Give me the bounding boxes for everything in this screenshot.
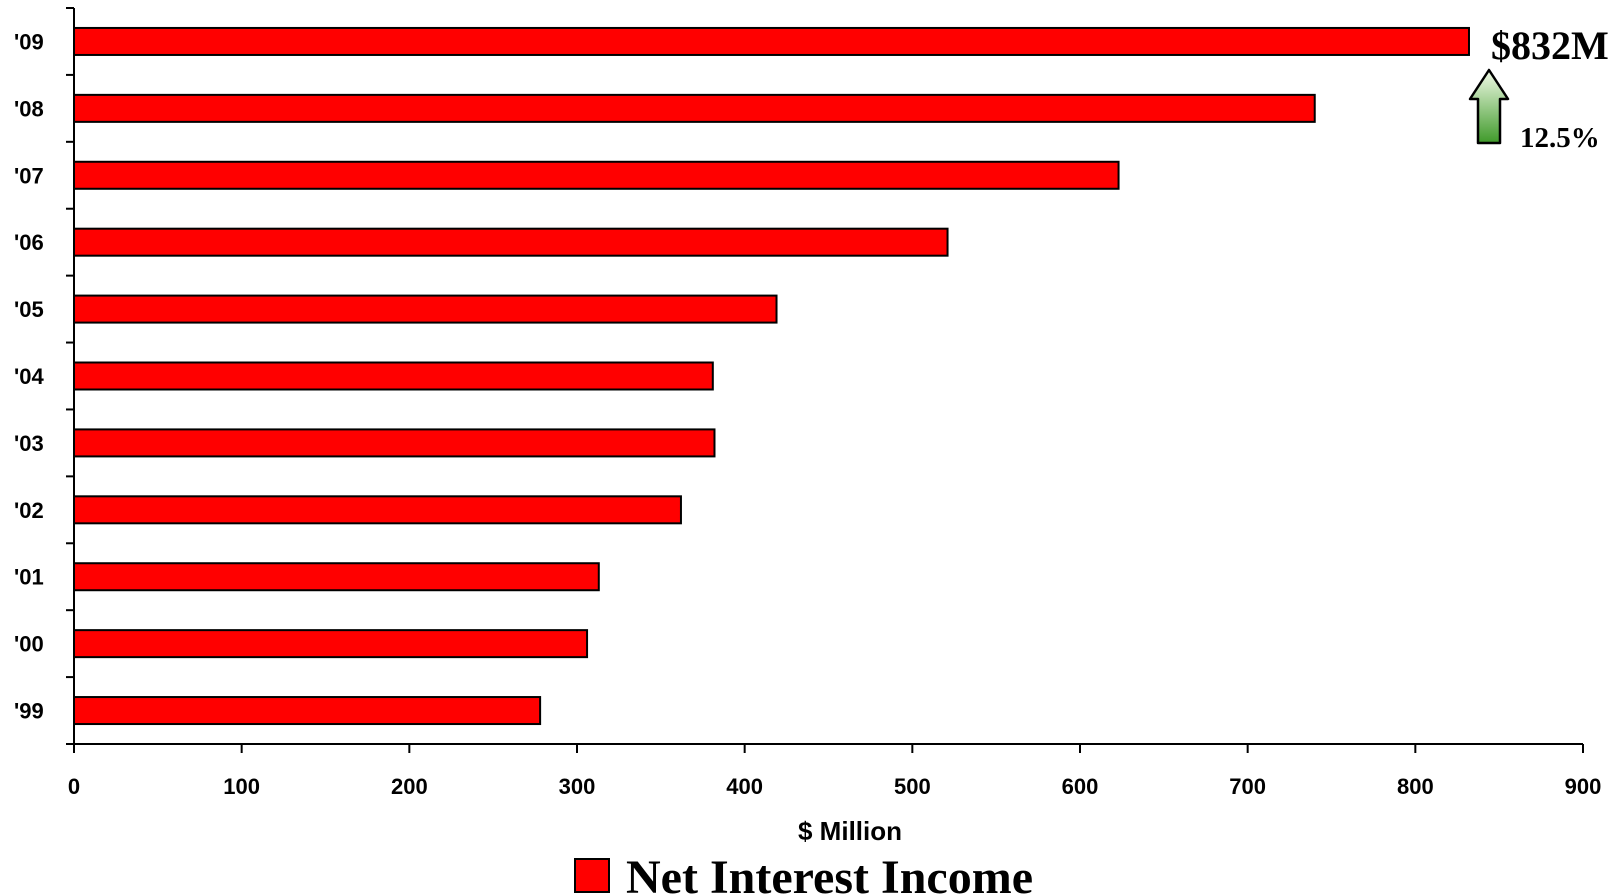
y-tick-label: '00 [14, 632, 44, 657]
legend-label: Net Interest Income [626, 851, 1033, 896]
y-tick-label: '99 [14, 699, 44, 724]
bar-99 [73, 696, 542, 726]
y-tick-label: '08 [14, 96, 44, 121]
y-tick-label: '06 [14, 230, 44, 255]
legend: Net Interest Income [574, 851, 1033, 896]
up-arrow-icon [1468, 68, 1510, 145]
bar-02 [73, 495, 682, 525]
bar-00 [73, 629, 589, 659]
y-axis-ticks [66, 7, 74, 745]
y-tick-label: '02 [14, 498, 44, 523]
x-tick-label: 100 [223, 774, 260, 799]
bar-05 [73, 294, 778, 324]
y-tick-label: '07 [14, 163, 44, 188]
growth-percent-callout: 12.5% [1520, 122, 1600, 154]
x-tick-label: 200 [391, 774, 428, 799]
x-tick-label: 400 [726, 774, 763, 799]
x-tick-label: 600 [1062, 774, 1099, 799]
y-tick-label: '05 [14, 297, 44, 322]
x-tick-label: 700 [1229, 774, 1266, 799]
x-axis-title: $ Million [798, 816, 902, 846]
bar-06 [73, 227, 949, 257]
x-axis-labels: 0 100 200 300 400 500 600 700 800 900 [68, 774, 1601, 799]
bar-09 [73, 26, 1470, 56]
x-axis-ticks [73, 744, 1584, 753]
bar-01 [73, 562, 600, 592]
y-tick-label: '09 [14, 29, 44, 54]
y-tick-label: '01 [14, 565, 44, 590]
bar-07 [73, 160, 1120, 190]
x-tick-label: 800 [1397, 774, 1434, 799]
x-tick-label: 0 [68, 774, 80, 799]
y-axis-labels: '99 '00 '01 '02 '03 '04 '05 '06 '07 '08 '09 [14, 29, 44, 723]
bar-04 [73, 361, 714, 391]
x-tick-label: 300 [559, 774, 596, 799]
bars-group [73, 26, 1470, 726]
bar-03 [73, 428, 716, 458]
latest-value-callout: $832M [1491, 23, 1609, 68]
x-tick-label: 500 [894, 774, 931, 799]
bar-08 [73, 93, 1316, 123]
legend-swatch [574, 858, 610, 893]
y-tick-label: '03 [14, 431, 44, 456]
x-tick-label: 900 [1565, 774, 1602, 799]
y-tick-label: '04 [14, 364, 44, 389]
